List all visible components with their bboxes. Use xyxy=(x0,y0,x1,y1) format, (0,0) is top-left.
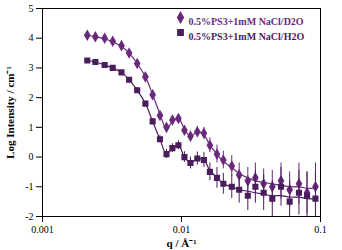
svg-text:4: 4 xyxy=(29,32,34,43)
svg-text:0.01: 0.01 xyxy=(173,224,191,235)
svg-text:0: 0 xyxy=(29,151,34,162)
svg-text:0.5%PS3+1mM NaCl/D2O: 0.5%PS3+1mM NaCl/D2O xyxy=(189,16,304,27)
svg-text:q / Å⁻¹: q / Å⁻¹ xyxy=(167,237,197,249)
svg-text:0.001: 0.001 xyxy=(31,224,54,235)
svg-text:-2: -2 xyxy=(25,211,33,222)
svg-text:Log Intensity / cm⁻¹: Log Intensity / cm⁻¹ xyxy=(4,66,16,159)
svg-text:1: 1 xyxy=(29,122,34,133)
svg-text:5: 5 xyxy=(29,3,34,14)
svg-text:0.5%PS3+1mM NaCl/H2O: 0.5%PS3+1mM NaCl/H2O xyxy=(189,31,305,42)
svg-text:0.1: 0.1 xyxy=(314,224,327,235)
svg-text:3: 3 xyxy=(29,62,34,73)
svg-text:2: 2 xyxy=(29,92,34,103)
svg-text:-1: -1 xyxy=(25,181,33,192)
